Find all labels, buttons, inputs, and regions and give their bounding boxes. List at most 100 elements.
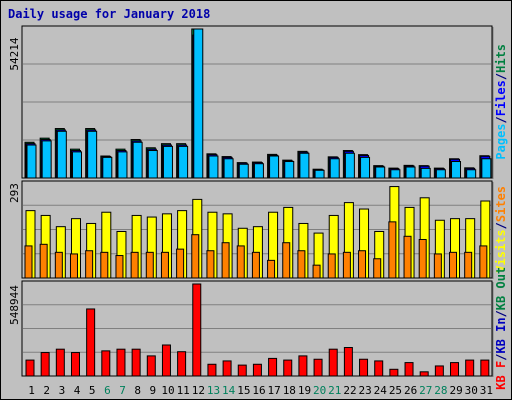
- panel-legend: Pages/Files/Hits: [494, 44, 508, 160]
- kbytes-bar: [404, 362, 414, 377]
- x-tick-label: 14: [222, 384, 236, 397]
- panel-legend: Visits/Sites: [494, 186, 508, 273]
- kbytes-bar: [268, 357, 278, 377]
- sites-bar: [312, 264, 321, 279]
- pages-bar: [329, 158, 340, 179]
- pages-bar: [390, 169, 401, 179]
- pages-bar: [238, 163, 249, 179]
- pages-bar: [56, 130, 67, 179]
- sites-bar: [24, 245, 33, 279]
- legend-separator: /: [494, 354, 508, 361]
- kbytes-bar: [146, 355, 156, 377]
- x-tick-label: 22: [343, 384, 356, 397]
- x-tick-label: 6: [104, 384, 111, 397]
- x-tick-label: 10: [161, 384, 174, 397]
- pages-bar: [344, 152, 355, 179]
- kbytes-bar: [161, 344, 171, 377]
- x-tick-label: 13: [207, 384, 220, 397]
- pages-bar: [162, 145, 173, 179]
- kbytes-bar: [86, 308, 96, 377]
- x-tick-label: 29: [449, 384, 462, 397]
- x-tick-label: 31: [480, 384, 493, 397]
- sites-bar: [464, 251, 473, 279]
- pages-bar: [253, 163, 264, 179]
- x-tick-label: 2: [43, 384, 50, 397]
- x-tick-label: 1: [28, 384, 35, 397]
- kbytes-bar: [389, 368, 399, 377]
- pages-bar: [117, 151, 128, 179]
- sites-bar: [54, 251, 63, 279]
- panel-1-max-label: 54214: [8, 37, 21, 70]
- pages-bar: [314, 169, 325, 179]
- sites-bar: [251, 251, 260, 279]
- pages-bar: [147, 150, 158, 179]
- x-tick-label: 12: [192, 384, 205, 397]
- pages-bar: [269, 155, 280, 179]
- pages-bar: [178, 145, 189, 179]
- sites-bar: [176, 248, 185, 279]
- sites-bar: [373, 258, 382, 279]
- legend-entry: Sites: [494, 186, 508, 222]
- pages-bar: [451, 161, 462, 179]
- sites-bar: [206, 250, 215, 279]
- sites-bar: [115, 255, 124, 279]
- x-tick-label: 27: [419, 384, 432, 397]
- sites-bar: [39, 243, 48, 279]
- x-tick-label: 25: [389, 384, 402, 397]
- sites-bar: [479, 245, 488, 279]
- sites-bar: [236, 245, 245, 279]
- kbytes-bar: [177, 351, 187, 377]
- x-tick-label: 15: [237, 384, 250, 397]
- x-tick-label: 8: [134, 384, 141, 397]
- pages-bar: [208, 155, 219, 179]
- kbytes-bar: [55, 348, 65, 377]
- panel-3-max-label: 548944: [8, 285, 21, 325]
- kbytes-bar: [101, 350, 111, 377]
- pages-bar: [193, 28, 204, 179]
- legend-entry: Pages: [494, 123, 508, 159]
- kbytes-bar: [40, 352, 50, 377]
- kbytes-bar: [116, 348, 126, 377]
- sites-bar: [418, 239, 427, 279]
- x-tick-label: 5: [89, 384, 96, 397]
- x-tick-label: 26: [404, 384, 417, 397]
- sites-bar: [160, 251, 169, 279]
- legend-separator: /: [494, 222, 508, 229]
- x-tick-label: 16: [252, 384, 265, 397]
- x-tick-label: 7: [119, 384, 126, 397]
- sites-bar: [100, 251, 109, 279]
- kbytes-bar: [298, 355, 308, 377]
- pages-bar: [223, 158, 234, 179]
- legend-entry: Hits: [494, 44, 508, 73]
- pages-bar: [375, 166, 386, 179]
- chart-title: Daily usage for January 2018: [8, 7, 211, 21]
- x-tick-label: 23: [359, 384, 372, 397]
- kbytes-bar: [374, 360, 384, 377]
- sites-bar: [145, 251, 154, 279]
- kbytes-bar: [25, 359, 35, 377]
- kbytes-bar: [450, 362, 460, 377]
- x-tick-label: 18: [283, 384, 296, 397]
- x-tick-label: 30: [465, 384, 478, 397]
- kbytes-bar: [207, 363, 217, 377]
- pages-bar: [102, 156, 113, 179]
- pages-bar: [132, 141, 143, 179]
- sites-bar: [191, 234, 200, 279]
- pages-bar: [87, 130, 98, 179]
- sites-bar: [267, 259, 276, 279]
- legend-separator: /: [494, 73, 508, 80]
- pages-bar: [435, 169, 446, 179]
- sites-bar: [449, 251, 458, 279]
- x-tick-label: 3: [59, 384, 66, 397]
- kbytes-bar: [192, 283, 202, 377]
- pages-bar: [41, 140, 52, 179]
- sites-bar: [358, 250, 367, 279]
- kbytes-bar: [328, 348, 338, 377]
- sites-bar: [221, 242, 230, 279]
- kbytes-bar: [434, 365, 444, 377]
- legend-entry: Files: [494, 80, 508, 116]
- kbytes-bar: [70, 352, 80, 377]
- kbytes-bar: [222, 360, 232, 377]
